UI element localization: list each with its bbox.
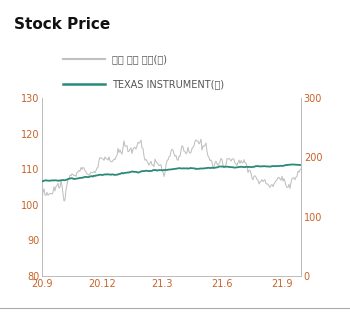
Text: Stock Price: Stock Price [14,17,110,32]
Text: 소속 지수 대비(좌): 소속 지수 대비(좌) [112,55,167,64]
Text: TEXAS INSTRUMENT(우): TEXAS INSTRUMENT(우) [112,79,224,89]
